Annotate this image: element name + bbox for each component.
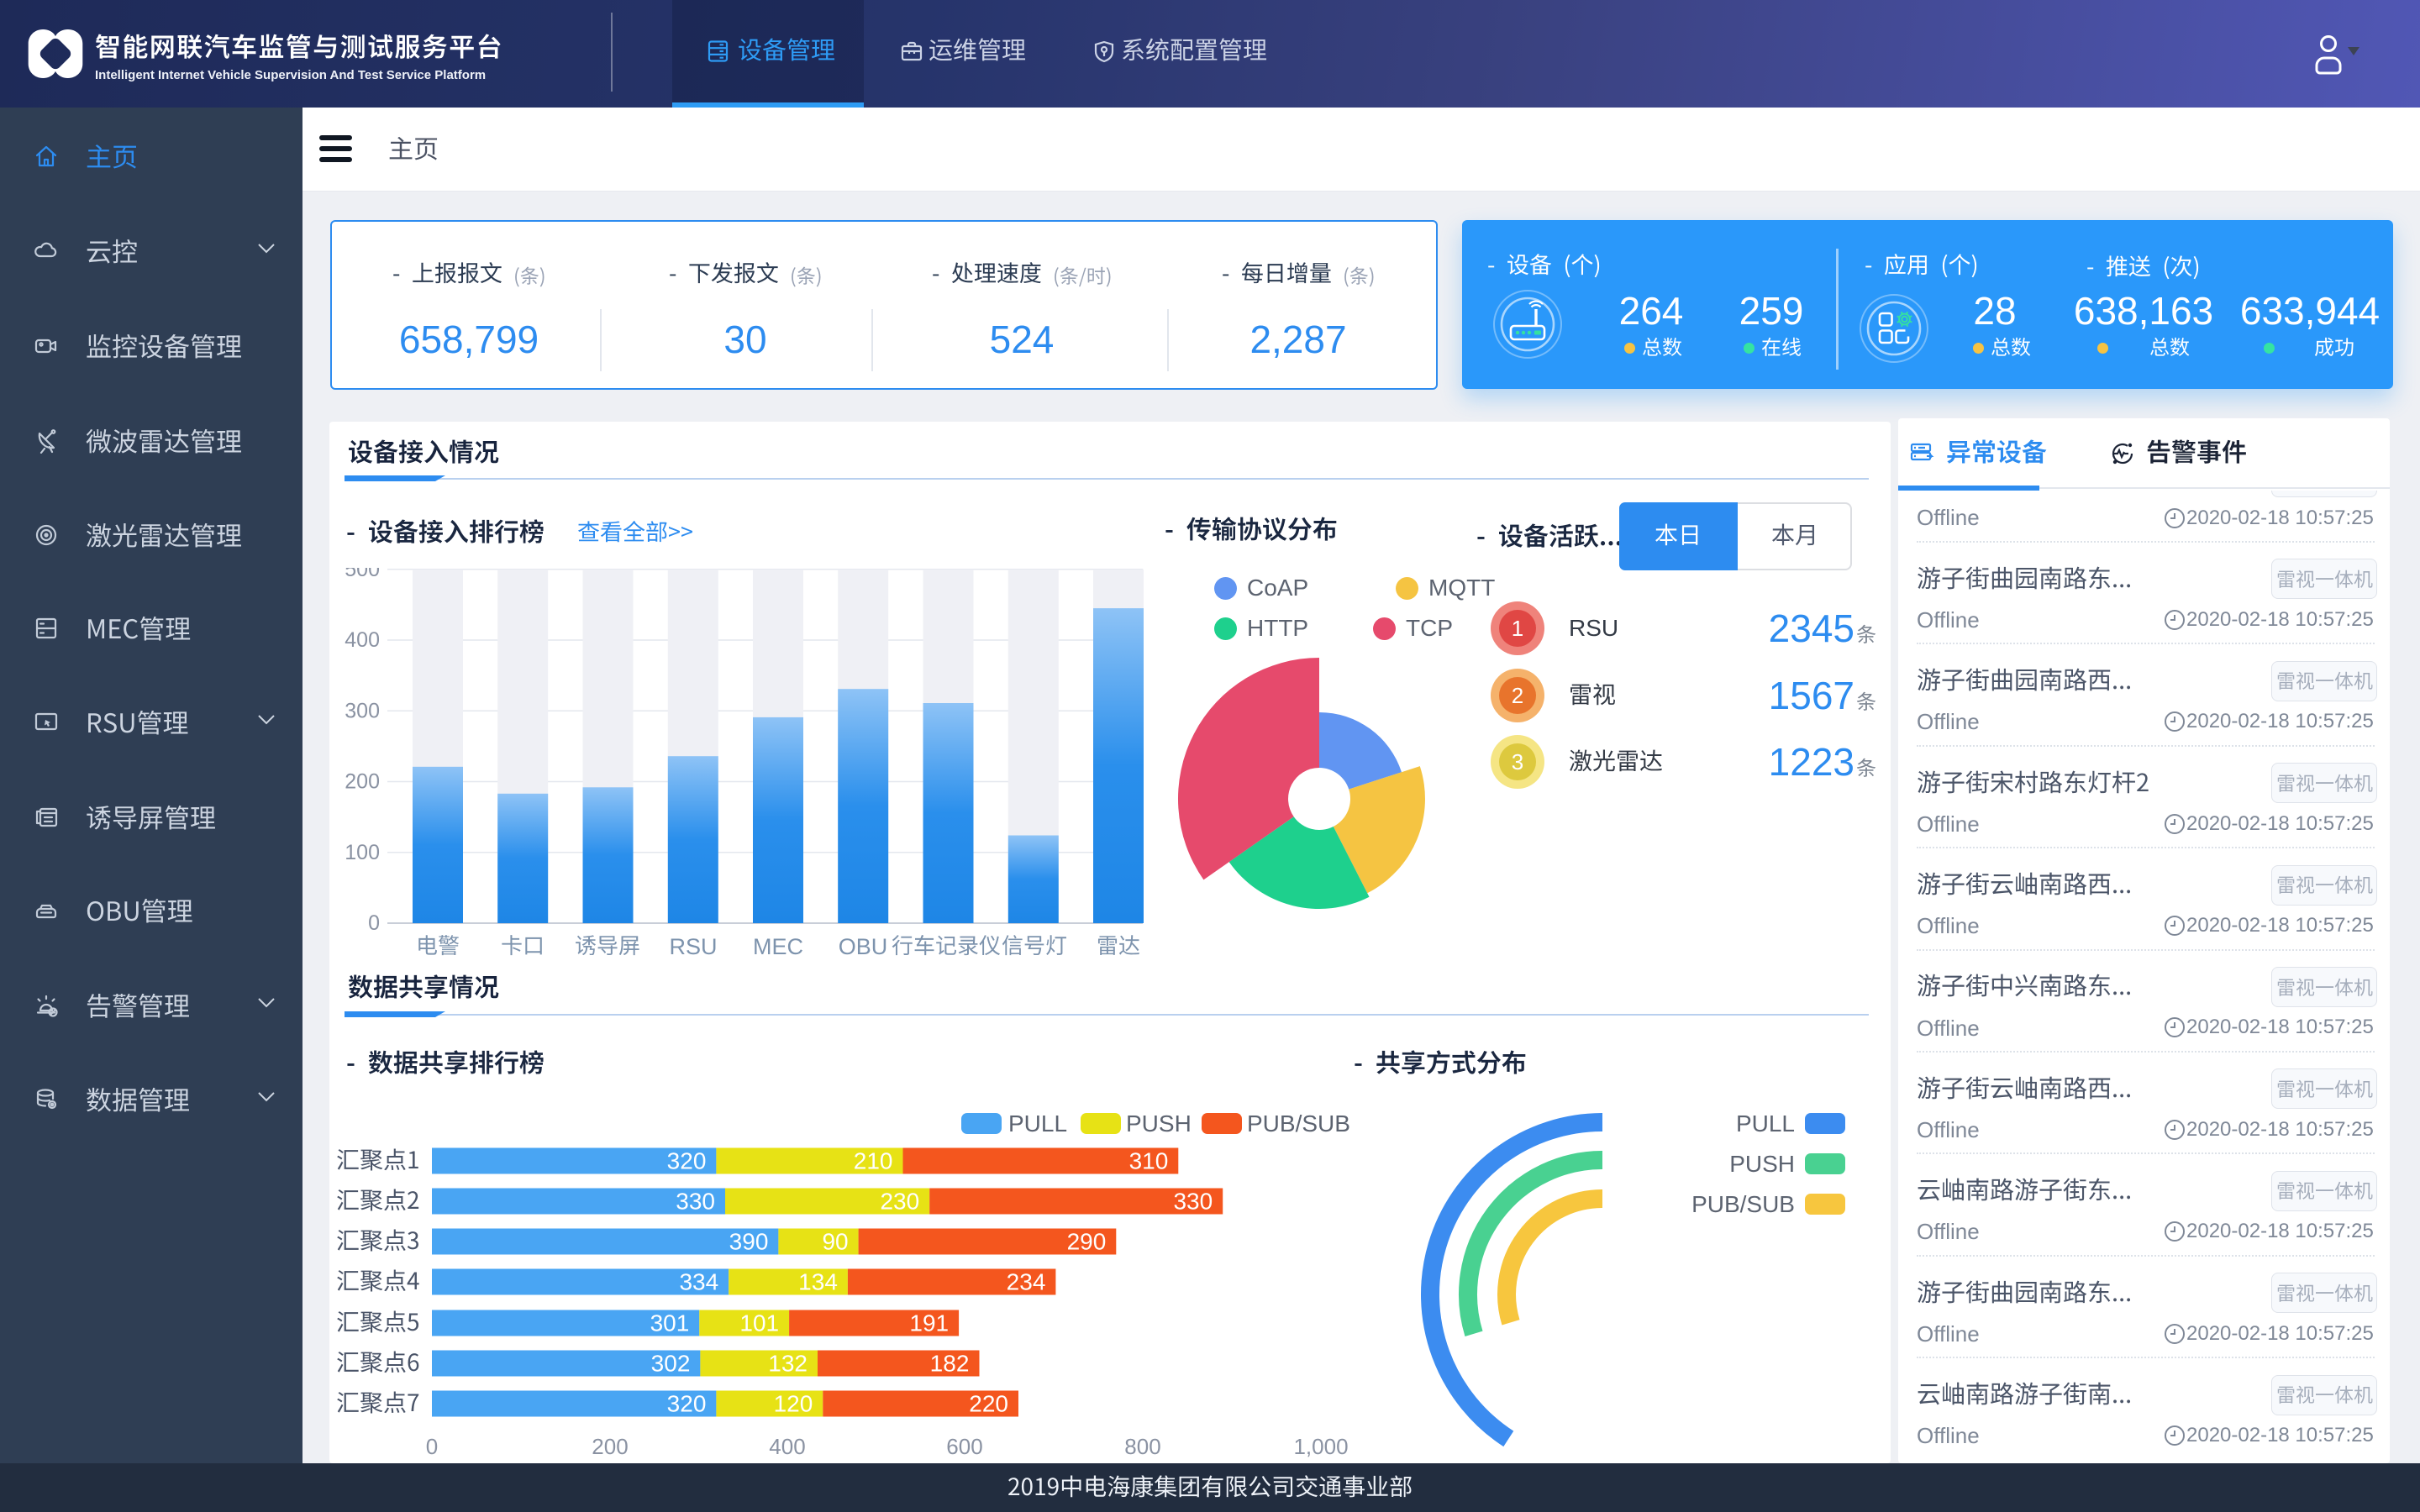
svg-text:182: 182 [930, 1351, 970, 1377]
svg-text:120: 120 [774, 1391, 813, 1417]
svg-text:290: 290 [1067, 1229, 1107, 1255]
svg-text:191: 191 [909, 1310, 949, 1336]
svg-text:220: 220 [969, 1391, 1008, 1417]
svg-text:300: 300 [345, 699, 380, 722]
svg-text:0: 0 [368, 911, 380, 935]
svg-text:200: 200 [345, 770, 380, 794]
svg-text:310: 310 [1129, 1148, 1169, 1174]
svg-text:500: 500 [345, 558, 380, 581]
svg-text:90: 90 [822, 1229, 848, 1255]
svg-text:320: 320 [667, 1391, 707, 1417]
svg-text:132: 132 [768, 1351, 808, 1377]
svg-text:100: 100 [345, 841, 380, 864]
svg-text:134: 134 [798, 1269, 838, 1295]
svg-text:210: 210 [854, 1148, 893, 1174]
svg-text:320: 320 [667, 1148, 707, 1174]
svg-text:301: 301 [650, 1310, 690, 1336]
svg-text:101: 101 [739, 1310, 779, 1336]
svg-text:230: 230 [880, 1189, 919, 1215]
svg-text:390: 390 [729, 1229, 769, 1255]
svg-text:330: 330 [1173, 1189, 1213, 1215]
svg-text:302: 302 [651, 1351, 691, 1377]
svg-text:400: 400 [345, 628, 380, 652]
svg-text:234: 234 [1007, 1269, 1046, 1295]
svg-text:334: 334 [679, 1269, 718, 1295]
svg-text:330: 330 [676, 1189, 715, 1215]
